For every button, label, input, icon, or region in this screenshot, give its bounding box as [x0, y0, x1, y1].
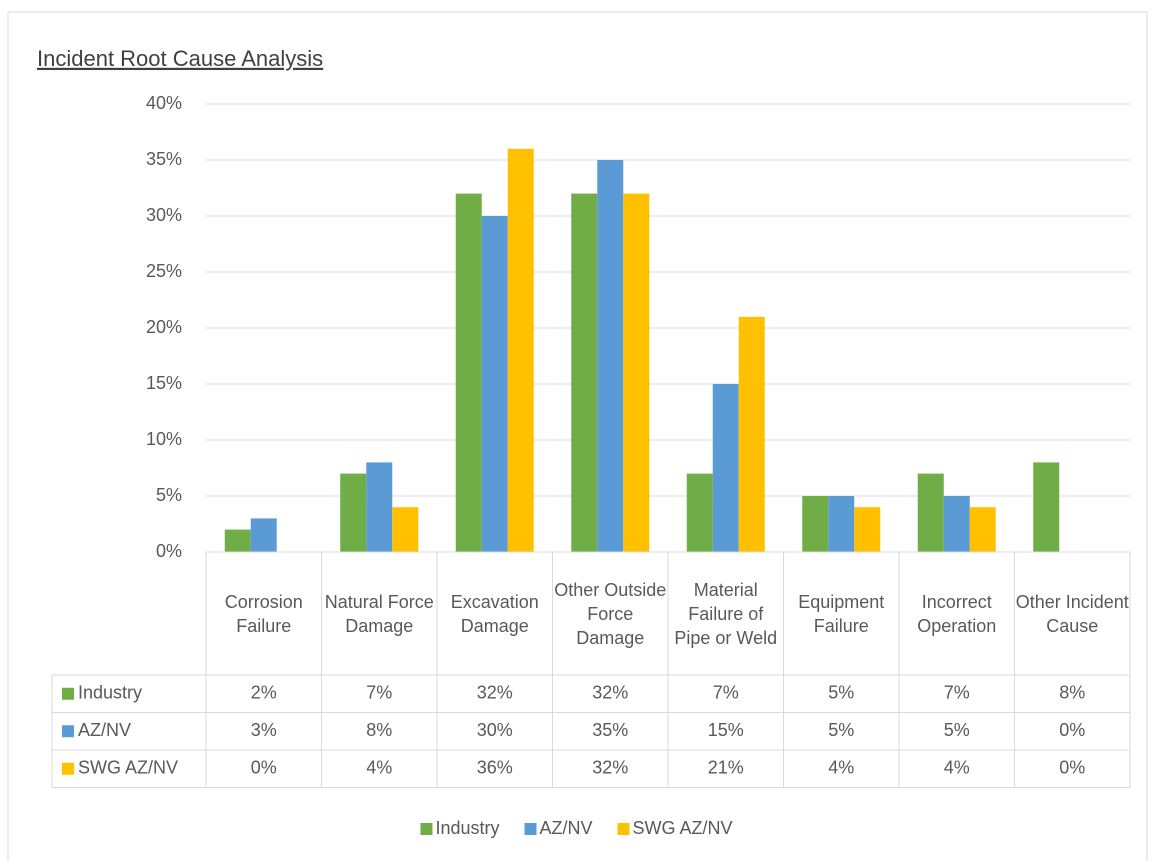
bar — [623, 193, 650, 552]
table-value: 5% — [828, 683, 854, 703]
y-tick-label: 20% — [146, 317, 182, 337]
table-value: 21% — [708, 758, 744, 778]
bar — [969, 507, 996, 552]
table-value: 0% — [251, 758, 277, 778]
table-value: 2% — [251, 683, 277, 703]
table-value: 36% — [477, 758, 513, 778]
table-value: 32% — [592, 683, 628, 703]
legend-key — [524, 823, 537, 835]
table-value: 7% — [944, 683, 970, 703]
table-value: 35% — [592, 720, 628, 740]
bar — [686, 473, 713, 552]
table-value: 7% — [713, 683, 739, 703]
table-value: 5% — [944, 720, 970, 740]
table-row-label: Industry — [78, 683, 142, 703]
bar — [455, 193, 482, 552]
bar — [392, 507, 419, 552]
x-tick-label: Other Outside Force Damage — [554, 579, 667, 648]
table-legend-key — [62, 762, 74, 775]
x-tick-label: Material Failure of Pipe or Weld — [674, 579, 778, 648]
x-tick-label: Excavation Damage — [450, 591, 539, 636]
bar — [250, 518, 277, 552]
x-tick-label-box: Material Failure of Pipe or Weld — [674, 579, 778, 648]
legend-label: AZ/NV — [540, 818, 593, 838]
bar — [366, 462, 393, 552]
table-value: 4% — [828, 758, 854, 778]
table-value: 4% — [944, 758, 970, 778]
table-row-label: SWG AZ/NV — [78, 758, 178, 778]
legend-label: Industry — [435, 818, 499, 838]
bar — [571, 193, 598, 552]
table-value: 32% — [592, 758, 628, 778]
y-tick-label: 15% — [146, 373, 182, 393]
table-legend-key — [62, 725, 74, 738]
table-value: 0% — [1059, 720, 1085, 740]
x-tick-label-box: Excavation Damage — [450, 591, 539, 636]
y-tick-label: 35% — [146, 149, 182, 169]
table-legend-key — [62, 687, 74, 700]
x-tick-label: Natural Force Damage — [324, 591, 434, 636]
y-tick-label: 40% — [146, 93, 182, 113]
y-tick-label: 5% — [156, 485, 182, 505]
x-tick-label-box: Equipment Failure — [798, 591, 885, 636]
table-value: 4% — [366, 758, 392, 778]
x-tick-label: Incorrect Operation — [917, 591, 997, 636]
y-tick-label: 0% — [156, 541, 182, 561]
bar — [507, 148, 534, 553]
table-row-label: AZ/NV — [78, 720, 131, 740]
bar — [712, 384, 739, 552]
table-value: 3% — [251, 720, 277, 740]
bar — [340, 473, 367, 552]
bar — [1033, 462, 1060, 552]
x-tick-label: Other Incident Cause — [1015, 591, 1129, 636]
table-value: 7% — [366, 683, 392, 703]
bar — [854, 507, 881, 552]
table-value: 32% — [477, 683, 513, 703]
bar — [943, 496, 970, 552]
bar — [828, 496, 855, 552]
y-tick-label: 25% — [146, 261, 182, 281]
x-tick-label-box: Corrosion Failure — [224, 591, 303, 636]
bar — [802, 496, 829, 552]
x-tick-label-box: Natural Force Damage — [324, 591, 434, 636]
bar — [597, 160, 624, 552]
legend-key — [617, 823, 630, 835]
bar — [738, 316, 765, 552]
x-tick-label-box: Incorrect Operation — [917, 591, 997, 636]
bar — [224, 529, 251, 552]
bar — [481, 216, 508, 552]
table-value: 8% — [1059, 683, 1085, 703]
table-value: 8% — [366, 720, 392, 740]
table-value: 0% — [1059, 758, 1085, 778]
table-value: 5% — [828, 720, 854, 740]
x-tick-label-box: Other Outside Force Damage — [554, 579, 667, 648]
legend-key — [420, 823, 433, 835]
x-tick-label-box: Other Incident Cause — [1015, 591, 1129, 636]
chart-title: Incident Root Cause Analysis — [37, 46, 323, 71]
table-value: 15% — [708, 720, 744, 740]
y-tick-label: 30% — [146, 205, 182, 225]
legend-label: SWG AZ/NV — [633, 818, 733, 838]
bar — [917, 473, 944, 552]
table-value: 30% — [477, 720, 513, 740]
x-tick-label: Corrosion Failure — [224, 591, 303, 636]
x-tick-label: Equipment Failure — [798, 591, 885, 636]
y-tick-label: 10% — [146, 429, 182, 449]
